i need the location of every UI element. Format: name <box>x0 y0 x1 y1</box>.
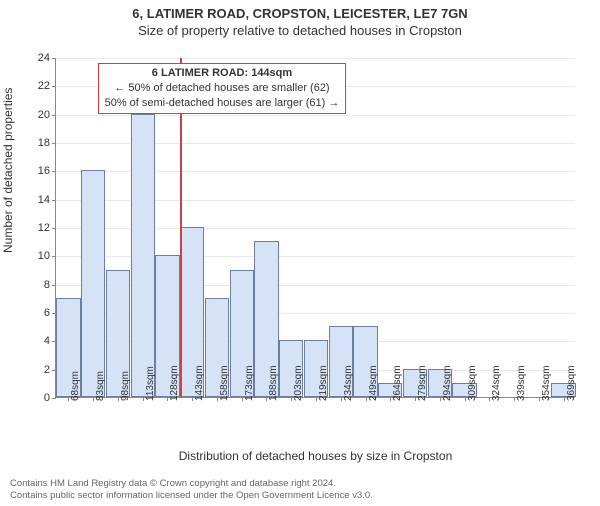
x-tick-mark <box>539 397 540 401</box>
annotation-line: 6 LATIMER ROAD: 144sqm <box>105 66 340 81</box>
x-tick-label: 83sqm <box>95 371 106 401</box>
x-tick-label: 339sqm <box>516 365 527 401</box>
x-tick-label: 294sqm <box>442 365 453 401</box>
y-tick-mark <box>52 256 56 257</box>
chart-container: Number of detached properties Distributi… <box>0 48 600 458</box>
plot-area: Distribution of detached houses by size … <box>55 58 575 398</box>
y-tick-mark <box>52 200 56 201</box>
x-tick-label: 173sqm <box>244 365 255 401</box>
x-tick-label: 279sqm <box>417 365 428 401</box>
x-axis-label: Distribution of detached houses by size … <box>56 449 575 463</box>
gridline <box>56 58 575 59</box>
y-axis-label: Number of detached properties <box>1 88 15 253</box>
y-tick-label: 2 <box>44 364 50 376</box>
x-tick-mark <box>341 397 342 401</box>
y-tick-label: 12 <box>38 222 50 234</box>
annotation-line: 50% of semi-detached houses are larger (… <box>105 96 340 111</box>
page-address-title: 6, LATIMER ROAD, CROPSTON, LEICESTER, LE… <box>0 6 600 21</box>
y-tick-label: 6 <box>44 307 50 319</box>
x-tick-mark <box>242 397 243 401</box>
x-tick-label: 234sqm <box>343 365 354 401</box>
y-tick-mark <box>52 228 56 229</box>
annotation-box: 6 LATIMER ROAD: 144sqm← 50% of detached … <box>98 63 347 114</box>
annotation-line: ← 50% of detached houses are smaller (62… <box>105 81 340 96</box>
y-tick-mark <box>52 171 56 172</box>
x-tick-mark <box>440 397 441 401</box>
x-tick-mark <box>118 397 119 401</box>
x-tick-mark <box>514 397 515 401</box>
y-tick-label: 20 <box>38 109 50 121</box>
y-tick-mark <box>52 285 56 286</box>
page-subtitle: Size of property relative to detached ho… <box>0 23 600 38</box>
y-tick-label: 4 <box>44 335 50 347</box>
y-tick-mark <box>52 58 56 59</box>
y-tick-label: 14 <box>38 194 50 206</box>
x-tick-label: 354sqm <box>541 365 552 401</box>
x-tick-label: 143sqm <box>194 365 205 401</box>
y-tick-mark <box>52 115 56 116</box>
x-tick-mark <box>415 397 416 401</box>
x-tick-mark <box>366 397 367 401</box>
y-tick-label: 10 <box>38 250 50 262</box>
y-tick-mark <box>52 143 56 144</box>
y-tick-label: 18 <box>38 137 50 149</box>
x-tick-label: 188sqm <box>268 365 279 401</box>
y-tick-label: 8 <box>44 279 50 291</box>
x-tick-mark <box>217 397 218 401</box>
x-tick-label: 249sqm <box>368 365 379 401</box>
x-tick-mark <box>316 397 317 401</box>
y-tick-mark <box>52 398 56 399</box>
x-tick-mark <box>465 397 466 401</box>
attribution-footer: Contains HM Land Registry data © Crown c… <box>10 478 373 502</box>
histogram-bar <box>81 170 105 397</box>
x-tick-label: 203sqm <box>293 365 304 401</box>
footer-line-1: Contains HM Land Registry data © Crown c… <box>10 478 373 490</box>
histogram-bar <box>131 114 155 397</box>
x-tick-label: 113sqm <box>145 366 156 401</box>
y-tick-label: 16 <box>38 165 50 177</box>
x-tick-label: 309sqm <box>467 365 478 401</box>
y-tick-label: 22 <box>38 80 50 92</box>
x-tick-mark <box>143 397 144 401</box>
x-tick-mark <box>93 397 94 401</box>
x-tick-label: 158sqm <box>219 365 230 401</box>
x-tick-label: 128sqm <box>169 365 180 401</box>
y-tick-label: 24 <box>38 52 50 64</box>
x-tick-label: 219sqm <box>318 365 329 401</box>
y-tick-label: 0 <box>44 392 50 404</box>
x-tick-label: 369sqm <box>566 365 577 401</box>
y-tick-mark <box>52 86 56 87</box>
x-tick-label: 324sqm <box>491 365 502 401</box>
x-tick-label: 264sqm <box>392 365 403 401</box>
x-tick-label: 68sqm <box>70 371 81 401</box>
x-tick-mark <box>564 397 565 401</box>
x-tick-label: 98sqm <box>120 371 131 401</box>
footer-line-2: Contains public sector information licen… <box>10 490 373 502</box>
